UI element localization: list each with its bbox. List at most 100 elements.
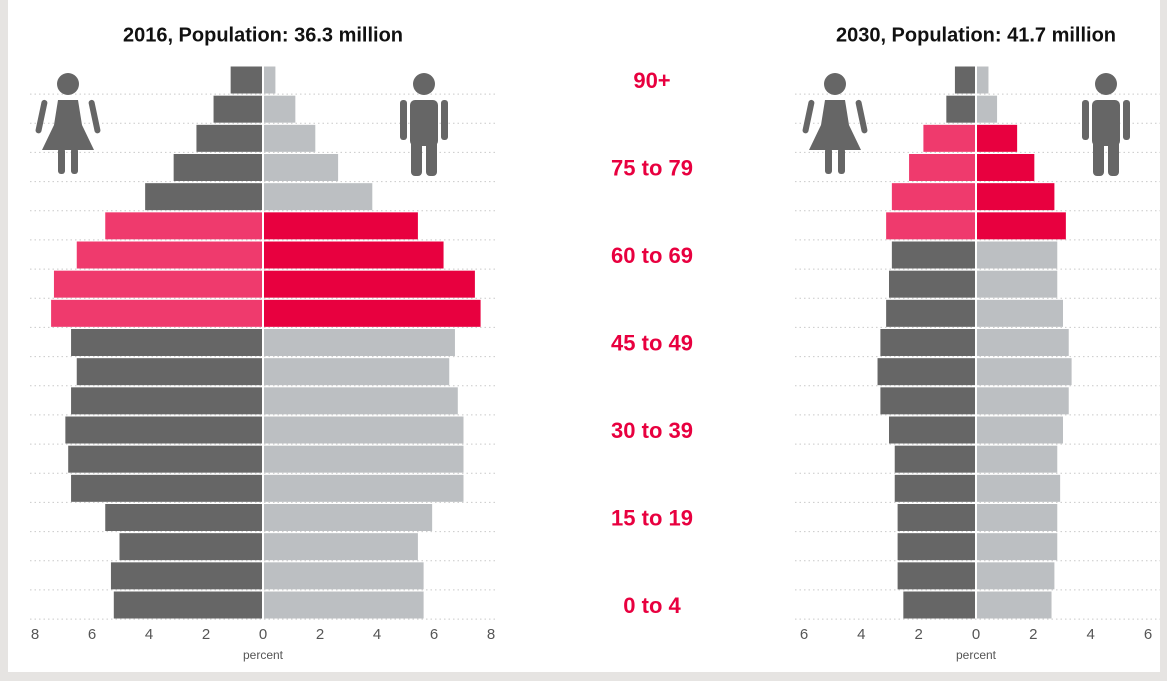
bar xyxy=(68,445,262,473)
bar xyxy=(264,445,464,473)
bar xyxy=(909,154,975,181)
bar xyxy=(76,241,262,269)
x-tick-label: 2 xyxy=(202,626,210,643)
x-tick-label: 0 xyxy=(972,626,980,643)
chart-title: 2030, Population: 41.7 million xyxy=(836,24,1116,46)
x-tick-label: 4 xyxy=(145,626,153,643)
bar xyxy=(264,95,296,123)
bar xyxy=(264,591,424,619)
bar xyxy=(903,591,975,619)
x-axis-label: percent xyxy=(956,648,997,662)
bar xyxy=(71,474,262,502)
bar xyxy=(886,299,975,327)
bar xyxy=(105,212,262,240)
bar xyxy=(977,445,1058,473)
category-label: 45 to 49 xyxy=(611,330,693,355)
x-tick-label: 4 xyxy=(1086,626,1094,643)
bar xyxy=(264,474,464,502)
x-tick-label: 6 xyxy=(88,626,96,643)
bar xyxy=(977,124,1018,152)
category-label: 90+ xyxy=(633,68,670,93)
female-icon xyxy=(802,73,868,174)
marks-layer xyxy=(51,66,1072,619)
bar xyxy=(977,183,1055,211)
bar xyxy=(113,591,262,619)
bar xyxy=(76,358,262,386)
bar xyxy=(977,591,1052,619)
x-tick-label: 6 xyxy=(1144,626,1152,643)
x-tick-label: 4 xyxy=(857,626,865,643)
x-tick-label: 6 xyxy=(800,626,808,643)
bar xyxy=(173,154,262,181)
bar xyxy=(977,474,1061,502)
bar xyxy=(897,562,975,590)
bar xyxy=(119,533,262,561)
bar xyxy=(977,358,1072,386)
bar xyxy=(977,212,1066,240)
bar xyxy=(264,387,458,415)
x-axis-label: percent xyxy=(243,648,284,662)
bar xyxy=(891,241,975,269)
category-label: 15 to 19 xyxy=(611,505,693,530)
bar xyxy=(264,154,339,181)
x-tick-label: 2 xyxy=(316,626,324,643)
bar xyxy=(977,154,1035,181)
bar xyxy=(977,95,998,123)
bar xyxy=(880,387,975,415)
chart-title: 2016, Population: 36.3 million xyxy=(123,24,403,46)
bar xyxy=(51,299,262,327)
category-label: 30 to 39 xyxy=(611,418,693,443)
bar xyxy=(954,66,975,94)
bar xyxy=(977,387,1069,415)
bar xyxy=(977,416,1063,444)
bar xyxy=(977,329,1069,356)
bar xyxy=(977,562,1055,590)
x-tick-label: 8 xyxy=(487,626,495,643)
bar xyxy=(977,66,989,94)
bar xyxy=(213,95,262,123)
bar xyxy=(923,124,975,152)
bar xyxy=(977,299,1063,327)
category-label: 75 to 79 xyxy=(611,155,693,180)
x-tick-label: 2 xyxy=(914,626,922,643)
bar xyxy=(264,183,373,211)
x-tick-label: 6 xyxy=(430,626,438,643)
bar xyxy=(264,124,316,152)
x-tick-label: 4 xyxy=(373,626,381,643)
bar xyxy=(889,270,975,298)
female-icon xyxy=(35,73,101,174)
bar xyxy=(894,445,975,473)
bar xyxy=(977,270,1058,298)
x-tick-label: 8 xyxy=(31,626,39,643)
bar xyxy=(145,183,262,211)
bar xyxy=(877,358,975,386)
bar xyxy=(71,387,262,415)
bar xyxy=(264,504,433,531)
bar xyxy=(264,358,450,386)
grid-layer xyxy=(30,93,1160,620)
bar xyxy=(110,562,262,590)
male-icon xyxy=(1082,73,1130,176)
bar xyxy=(886,212,975,240)
bar xyxy=(894,474,975,502)
bar xyxy=(897,533,975,561)
bar xyxy=(105,504,262,531)
bar xyxy=(53,270,263,298)
bar xyxy=(946,95,975,123)
bar xyxy=(264,329,455,356)
bar xyxy=(264,562,424,590)
category-label: 60 to 69 xyxy=(611,243,693,268)
x-tick-label: 2 xyxy=(1029,626,1037,643)
bar xyxy=(880,329,975,356)
bar xyxy=(264,241,444,269)
bar xyxy=(977,504,1058,531)
bar xyxy=(230,66,262,94)
bar xyxy=(891,183,975,211)
bar xyxy=(71,329,262,356)
category-label: 0 to 4 xyxy=(623,593,681,618)
bar xyxy=(264,270,475,298)
bar xyxy=(264,416,464,444)
bar xyxy=(196,124,262,152)
bar xyxy=(977,533,1058,561)
